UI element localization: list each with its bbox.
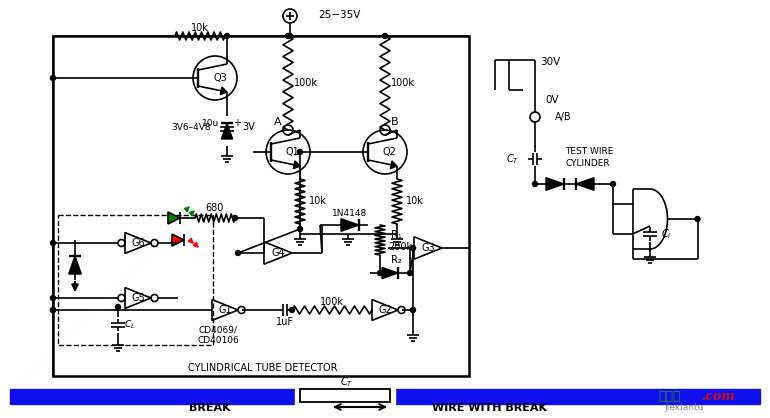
Text: 100k: 100k (320, 297, 344, 307)
Text: G3: G3 (421, 243, 435, 253)
Text: CYLINDRICAL TUBE DETECTOR: CYLINDRICAL TUBE DETECTOR (188, 363, 338, 373)
Text: G2: G2 (378, 305, 392, 315)
Circle shape (383, 33, 387, 38)
Circle shape (410, 245, 416, 250)
Text: 接线图: 接线图 (659, 390, 681, 403)
Text: 3V6–4V8: 3V6–4V8 (172, 123, 211, 133)
Polygon shape (69, 256, 82, 274)
Circle shape (287, 33, 293, 38)
Text: Q3: Q3 (213, 73, 227, 83)
Text: 10k: 10k (191, 23, 209, 33)
Polygon shape (168, 212, 180, 224)
Bar (295, 387, 395, 406)
Polygon shape (382, 268, 398, 279)
Text: 1uF: 1uF (276, 317, 294, 327)
Text: 25−35V: 25−35V (318, 10, 360, 20)
Text: R₂: R₂ (390, 255, 401, 265)
Circle shape (377, 270, 383, 275)
Text: WIRE WITH BREAK: WIRE WITH BREAK (433, 403, 547, 413)
Text: B: B (391, 117, 399, 127)
Text: 200k: 200k (388, 242, 412, 252)
Circle shape (290, 308, 294, 313)
Text: 10u: 10u (202, 118, 219, 127)
Text: CYLINDER: CYLINDER (565, 160, 610, 168)
Circle shape (225, 33, 229, 38)
Circle shape (233, 216, 237, 221)
Text: 10k: 10k (309, 196, 327, 206)
Text: BREAK: BREAK (189, 403, 231, 413)
Text: 100k: 100k (391, 78, 415, 88)
Bar (300, 389, 390, 402)
Polygon shape (220, 87, 227, 95)
Text: G1: G1 (218, 305, 232, 315)
Circle shape (695, 217, 700, 222)
Circle shape (51, 76, 55, 81)
Circle shape (236, 250, 240, 255)
Circle shape (116, 304, 120, 309)
Circle shape (410, 308, 416, 313)
Text: $C_T$: $C_T$ (507, 152, 520, 166)
Text: G4: G4 (271, 248, 285, 258)
Text: $C_L$: $C_L$ (124, 319, 136, 331)
Text: 0V: 0V (545, 95, 558, 105)
Text: $C_i$: $C_i$ (661, 227, 671, 241)
Text: Q1: Q1 (285, 147, 299, 157)
Polygon shape (390, 161, 397, 169)
Text: 10k: 10k (406, 196, 424, 206)
Circle shape (297, 227, 303, 232)
Bar (10, 389, 760, 404)
Text: 30V: 30V (540, 57, 561, 67)
Text: CD4069/
CD40106: CD4069/ CD40106 (197, 325, 239, 345)
Text: A: A (274, 117, 282, 127)
Text: $C_T$: $C_T$ (340, 375, 353, 389)
Circle shape (407, 270, 413, 275)
Text: jiexiantu: jiexiantu (665, 403, 704, 413)
Circle shape (51, 308, 55, 313)
Text: 680: 680 (206, 203, 224, 213)
Polygon shape (222, 123, 233, 139)
Text: R₁: R₁ (390, 230, 401, 240)
Text: 3V: 3V (243, 122, 256, 132)
Text: G6: G6 (131, 238, 145, 248)
Polygon shape (546, 178, 564, 190)
Circle shape (286, 33, 290, 38)
Polygon shape (293, 161, 300, 169)
Text: 100k: 100k (294, 78, 318, 88)
Text: 1N4148: 1N4148 (333, 209, 367, 217)
Text: A/B: A/B (555, 112, 571, 122)
Text: TEST WIRE: TEST WIRE (565, 146, 614, 155)
Polygon shape (172, 234, 184, 246)
Bar (53, 36, 469, 376)
Circle shape (533, 181, 537, 186)
Circle shape (51, 308, 55, 313)
Polygon shape (341, 219, 359, 231)
Text: G5: G5 (131, 293, 145, 303)
Circle shape (51, 240, 55, 245)
Polygon shape (576, 178, 594, 190)
Circle shape (51, 296, 55, 301)
Circle shape (611, 181, 615, 186)
Text: .com: .com (701, 390, 735, 403)
Text: Q2: Q2 (382, 147, 396, 157)
Bar (58, 215, 213, 345)
Circle shape (297, 150, 303, 155)
Text: +: + (233, 118, 241, 128)
